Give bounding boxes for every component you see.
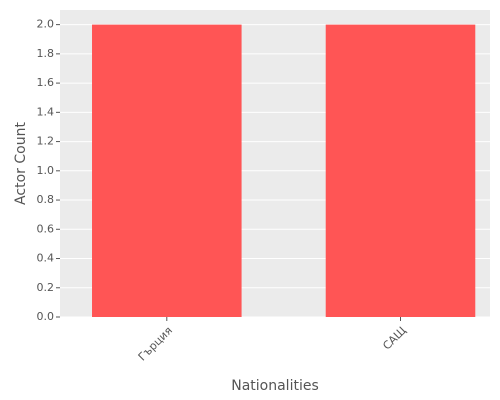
bar	[92, 24, 242, 317]
y-tick-label: 1.0	[37, 164, 55, 177]
bar	[325, 24, 476, 317]
y-axis-title: Actor Count	[13, 122, 29, 205]
y-tick-label: 1.8	[37, 47, 55, 60]
y-tick-label: 1.2	[37, 135, 55, 148]
y-tick-label: 0.0	[37, 310, 55, 323]
x-tick-label: Гърция	[136, 324, 175, 363]
y-tick-label: 2.0	[37, 18, 55, 31]
y-tick-label: 1.6	[37, 76, 55, 89]
y-tick-label: 1.4	[37, 105, 55, 118]
y-tick-label: 0.4	[37, 252, 55, 265]
y-tick-label: 0.6	[37, 222, 55, 235]
y-tick-label: 0.2	[37, 281, 55, 294]
y-tick-label: 0.8	[37, 193, 55, 206]
x-tick-label: САЩ	[380, 324, 408, 352]
x-axis-title: Nationalities	[231, 378, 319, 394]
